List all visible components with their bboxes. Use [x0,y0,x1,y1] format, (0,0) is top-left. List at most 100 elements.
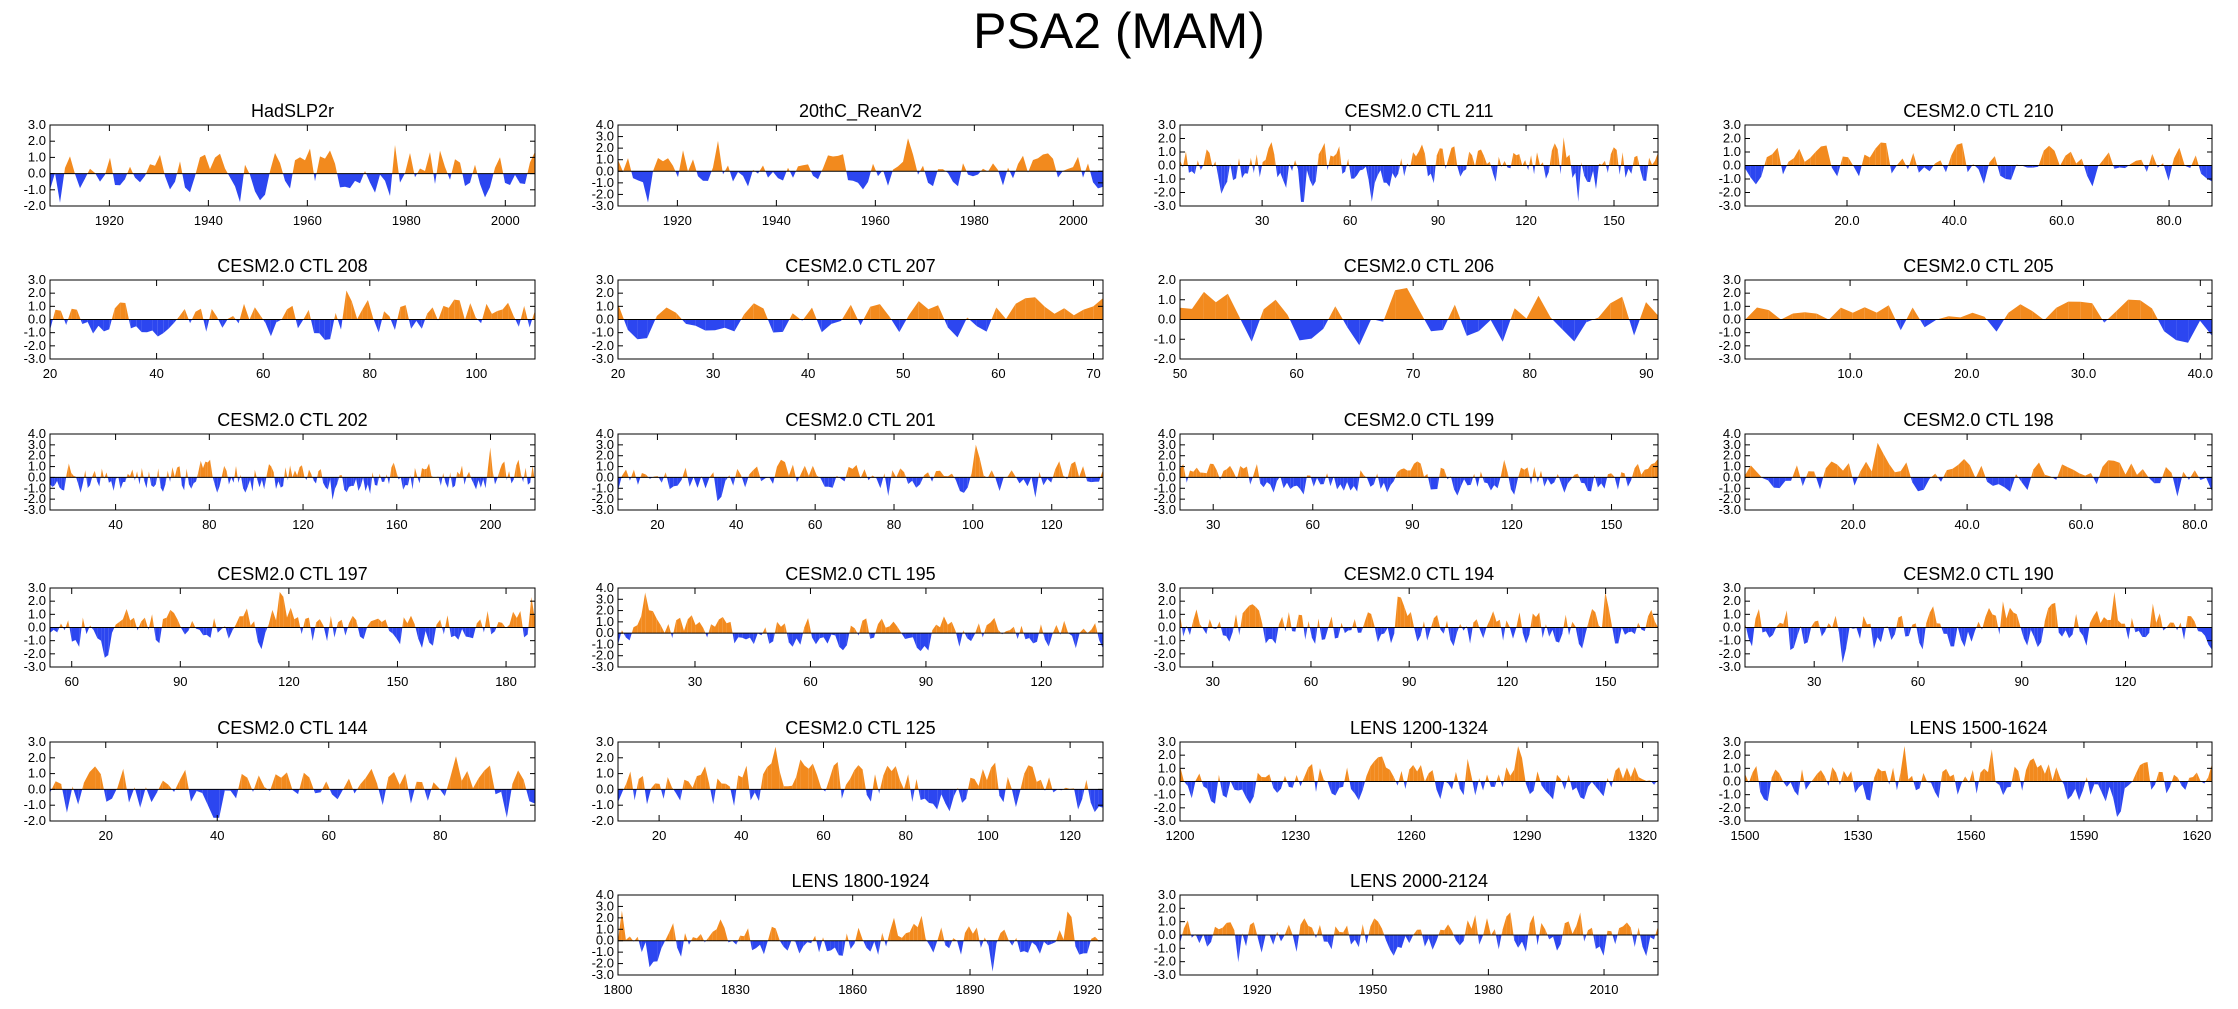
positive-anomaly [713,140,718,172]
negative-anomaly [1905,627,1909,637]
positive-anomaly [1953,774,1956,782]
positive-anomaly [621,630,622,634]
positive-anomaly [1598,303,1611,320]
y-tick-label: 3.0 [1723,117,1741,132]
negative-anomaly [811,633,812,638]
positive-anomaly [1348,158,1350,166]
positive-anomaly [1293,160,1296,166]
positive-anomaly [2044,608,2049,628]
y-tick-label: 2.0 [596,910,614,925]
negative-anomaly [219,477,222,487]
positive-anomaly [983,937,985,941]
negative-anomaly [1075,940,1080,955]
negative-anomaly [1082,789,1085,799]
x-tick-label: 40.0 [1954,517,1979,532]
negative-anomaly [658,477,662,483]
positive-anomaly [875,774,879,790]
negative-anomaly [1586,319,1594,323]
positive-anomaly [149,614,153,628]
positive-anomaly [177,161,180,174]
positive-anomaly [1377,473,1379,478]
positive-anomaly [1013,626,1016,634]
y-tick-label: 4.0 [596,887,614,902]
negative-anomaly [1440,781,1445,800]
positive-anomaly [502,622,506,628]
negative-anomaly [1081,171,1083,178]
positive-anomaly [795,166,798,172]
positive-anomaly [1215,161,1217,166]
negative-anomaly [884,940,887,947]
positive-anomaly [873,163,877,172]
negative-anomaly [1536,935,1538,946]
negative-anomaly [240,173,244,203]
positive-anomaly [1052,625,1057,634]
negative-anomaly [86,477,88,488]
negative-anomaly [1222,627,1227,636]
negative-anomaly [527,319,530,328]
negative-anomaly [2206,165,2212,182]
negative-anomaly [2188,319,2200,343]
negative-anomaly [1353,477,1358,492]
positive-anomaly [1777,147,1782,166]
x-tick-label: 20 [652,828,666,843]
y-tick-label: -2.0 [1154,954,1176,969]
x-tick-label: 20.0 [1834,213,1859,228]
positive-anomaly [456,756,462,790]
positive-anomaly [1252,604,1256,628]
positive-anomaly [158,780,163,790]
negative-anomaly [481,319,483,324]
positive-anomaly [1419,144,1422,166]
negative-anomaly [358,477,361,491]
positive-anomaly [116,787,118,790]
negative-anomaly [1280,165,1284,181]
positive-anomaly [821,168,823,172]
positive-anomaly [796,759,801,790]
negative-anomaly [185,173,190,193]
negative-anomaly [834,940,839,956]
negative-anomaly [876,171,878,177]
positive-anomaly [1622,152,1625,166]
x-tick-label: 120 [1031,674,1053,689]
positive-anomaly [1212,926,1215,935]
negative-anomaly [477,319,482,324]
positive-anomaly [1420,463,1424,478]
negative-anomaly [773,319,783,333]
positive-anomaly [382,311,385,320]
positive-anomaly [676,617,681,634]
negative-anomaly [313,477,316,484]
negative-anomaly [505,173,510,185]
negative-anomaly [807,940,812,944]
positive-anomaly [1888,305,1896,320]
x-tick-label: 40 [108,517,122,532]
positive-anomaly [374,618,379,628]
negative-anomaly [1839,781,1841,786]
positive-anomaly [984,937,987,941]
negative-anomaly [857,319,861,326]
positive-anomaly [828,155,833,172]
positive-anomaly [1480,471,1483,478]
negative-anomaly [1596,165,1599,190]
positive-anomaly [1976,465,1982,478]
positive-anomaly [317,471,319,478]
positive-anomaly [1972,769,1975,782]
positive-anomaly [379,473,381,478]
negative-anomaly [1762,627,1766,633]
positive-anomaly [961,163,963,172]
y-tick-label: -2.0 [592,648,614,663]
negative-anomaly [795,477,797,483]
positive-anomaly [904,472,906,478]
positive-anomaly [1011,470,1016,478]
positive-anomaly [362,300,368,320]
positive-anomaly [1014,937,1017,941]
negative-anomaly [793,171,796,178]
negative-anomaly [529,319,533,328]
negative-anomaly [1554,477,1557,483]
negative-anomaly [1888,627,1892,640]
positive-anomaly [1276,931,1278,935]
negative-anomaly [622,789,624,793]
positive-anomaly [843,154,847,172]
positive-anomaly [878,618,882,634]
negative-anomaly [1562,627,1564,634]
positive-anomaly [1557,149,1560,166]
